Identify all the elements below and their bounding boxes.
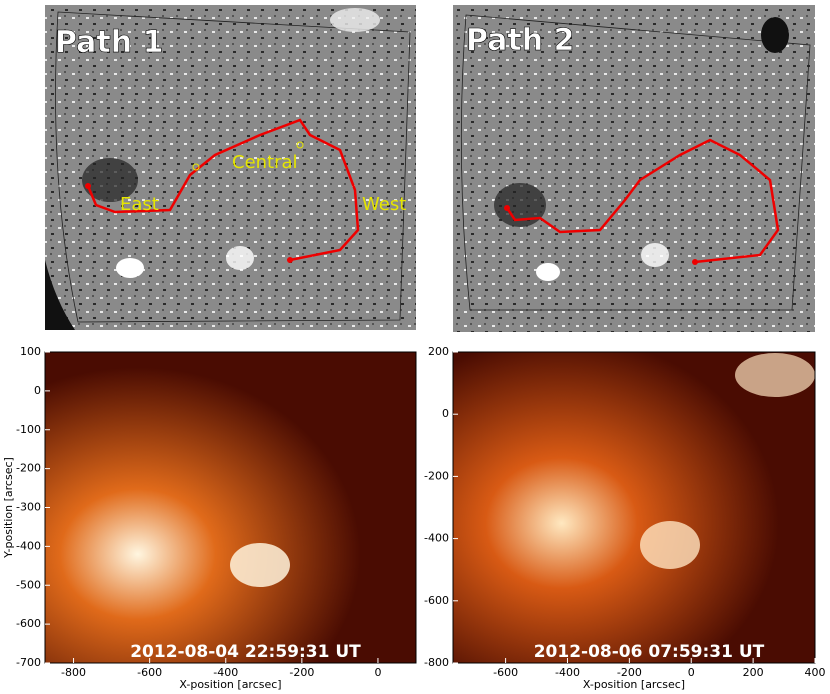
timestamp: 2012-08-06 07:59:31 UT — [534, 642, 765, 662]
x-axis-label: X-position [arcsec] — [583, 678, 685, 691]
x-tick-label: -200 — [289, 666, 314, 679]
annotation: East — [120, 194, 159, 215]
magnetogram-2: Path 2 — [453, 5, 815, 332]
x-axis-label: X-position [arcsec] — [179, 678, 281, 691]
annotation: Central — [232, 152, 298, 173]
axes-frame — [452, 351, 816, 664]
x-tick-label: -600 — [493, 666, 518, 679]
magnetogram-1: Path 1 East Central West — [45, 5, 416, 330]
panel-label: Path 1 — [55, 25, 163, 60]
y-tick-label: -200 — [16, 462, 41, 475]
y-axis-label: Y-position [arcsec] — [2, 457, 15, 559]
y-tick-label: -800 — [424, 656, 449, 669]
y-tick-label: 200 — [428, 345, 449, 358]
euv-image-2 — [453, 352, 815, 663]
y-tick-label: -300 — [16, 501, 41, 514]
x-tick-label: 0 — [374, 666, 381, 679]
x-tick-label: -600 — [137, 666, 162, 679]
y-tick-label: -200 — [424, 469, 449, 482]
x-tick-label: 0 — [688, 666, 695, 679]
y-tick-label: -500 — [16, 578, 41, 591]
y-tick-label: -400 — [424, 532, 449, 545]
y-tick-label: 100 — [20, 345, 41, 358]
y-tick-label: -600 — [424, 594, 449, 607]
y-tick-label: -400 — [16, 539, 41, 552]
euv-image-1 — [45, 352, 416, 663]
y-tick-label: -100 — [16, 423, 41, 436]
x-tick-label: -400 — [213, 666, 238, 679]
y-tick-label: -600 — [16, 617, 41, 630]
x-tick-label: -400 — [555, 666, 580, 679]
x-tick-label: -800 — [61, 666, 86, 679]
timestamp: 2012-08-04 22:59:31 UT — [130, 642, 361, 662]
y-tick-label: 0 — [442, 407, 449, 420]
x-tick-label: 200 — [743, 666, 764, 679]
x-tick-label: -200 — [617, 666, 642, 679]
y-tick-label: 0 — [34, 384, 41, 397]
x-tick-label: 400 — [805, 666, 826, 679]
annotation: West — [362, 194, 406, 215]
panel-label: Path 2 — [466, 23, 574, 58]
y-tick-label: -700 — [16, 656, 41, 669]
